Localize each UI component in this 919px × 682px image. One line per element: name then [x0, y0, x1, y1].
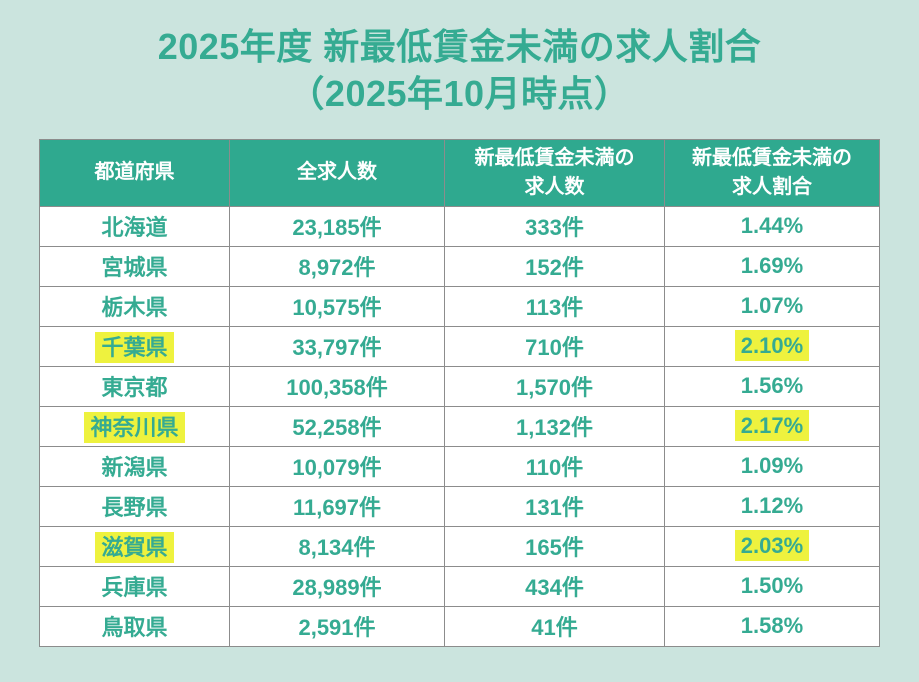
- below-minwage-count-cell: 131件: [444, 485, 665, 527]
- header-prefecture: 都道府県: [39, 138, 230, 207]
- highlight-mark: 千葉県: [95, 332, 174, 364]
- prefecture-cell: 宮城県: [39, 245, 230, 287]
- prefecture-cell: 鳥取県: [39, 605, 230, 647]
- table-row: 鳥取県 2,591件 41件 1.58%: [39, 605, 880, 647]
- prefecture-cell: 滋賀県: [39, 525, 230, 567]
- header-total-jobs: 全求人数: [229, 138, 445, 207]
- total-jobs-cell: 2,591件: [229, 605, 445, 647]
- below-minwage-count-cell: 152件: [444, 245, 665, 287]
- highlight-mark: 2.03%: [734, 530, 810, 562]
- prefecture-wage-table: 都道府県 全求人数 新最低賃金未満の 求人数 新最低賃金未満の 求人割合 北海道…: [39, 138, 880, 647]
- prefecture-cell: 長野県: [39, 485, 230, 527]
- total-jobs-cell: 33,797件: [229, 325, 445, 367]
- prefecture-cell: 兵庫県: [39, 565, 230, 607]
- prefecture-cell: 栃木県: [39, 285, 230, 327]
- highlight-mark: 2.10%: [734, 330, 810, 362]
- page-title: 2025年度 新最低賃金未満の求人割合 （2025年10月時点）: [0, 0, 919, 118]
- below-minwage-ratio-cell: 1.58%: [664, 605, 880, 647]
- table-body: 北海道 23,185件 333件 1.44% 宮城県 8,972件 152件 1.69% 栃木県…: [39, 205, 880, 647]
- table-row: 北海道 23,185件 333件 1.44%: [39, 205, 880, 247]
- total-jobs-cell: 8,134件: [229, 525, 445, 567]
- table-row: 宮城県 8,972件 152件 1.69%: [39, 245, 880, 287]
- table-header-row: 都道府県 全求人数 新最低賃金未満の 求人数 新最低賃金未満の 求人割合: [39, 138, 880, 207]
- below-minwage-ratio-cell: 2.03%: [664, 525, 880, 567]
- highlight-mark: 2.17%: [734, 410, 810, 442]
- below-minwage-count-cell: 710件: [444, 325, 665, 367]
- prefecture-cell: 新潟県: [39, 445, 230, 487]
- table-row: 兵庫県 28,989件 434件 1.50%: [39, 565, 880, 607]
- title-line-1: 2025年度 新最低賃金未満の求人割合: [157, 26, 762, 67]
- table-row: 東京都 100,358件 1,570件 1.56%: [39, 365, 880, 407]
- total-jobs-cell: 28,989件: [229, 565, 445, 607]
- table-row: 栃木県 10,575件 113件 1.07%: [39, 285, 880, 327]
- table-row: 滋賀県 8,134件 165件 2.03%: [39, 525, 880, 567]
- table-row: 新潟県 10,079件 110件 1.09%: [39, 445, 880, 487]
- total-jobs-cell: 52,258件: [229, 405, 445, 447]
- below-minwage-count-cell: 434件: [444, 565, 665, 607]
- prefecture-cell: 北海道: [39, 205, 230, 247]
- below-minwage-count-cell: 165件: [444, 525, 665, 567]
- header-below-minwage-ratio: 新最低賃金未満の 求人割合: [664, 138, 880, 207]
- table-row: 神奈川県 52,258件 1,132件 2.17%: [39, 405, 880, 447]
- below-minwage-count-cell: 110件: [444, 445, 665, 487]
- total-jobs-cell: 10,575件: [229, 285, 445, 327]
- infographic-page: 2025年度 新最低賃金未満の求人割合 （2025年10月時点） 都道府県 全求人…: [0, 0, 919, 647]
- prefecture-cell: 東京都: [39, 365, 230, 407]
- below-minwage-count-cell: 41件: [444, 605, 665, 647]
- prefecture-cell: 千葉県: [39, 325, 230, 367]
- below-minwage-count-cell: 333件: [444, 205, 665, 247]
- below-minwage-ratio-cell: 1.09%: [664, 445, 880, 487]
- below-minwage-ratio-cell: 2.17%: [664, 405, 880, 447]
- below-minwage-ratio-cell: 1.50%: [664, 565, 880, 607]
- title-line-2: （2025年10月時点）: [288, 72, 631, 114]
- below-minwage-count-cell: 1,132件: [444, 405, 665, 447]
- below-minwage-ratio-cell: 1.12%: [664, 485, 880, 527]
- highlight-mark: 滋賀県: [95, 532, 174, 564]
- total-jobs-cell: 23,185件: [229, 205, 445, 247]
- table-row: 長野県 11,697件 131件 1.12%: [39, 485, 880, 527]
- below-minwage-count-cell: 113件: [444, 285, 665, 327]
- table-row: 千葉県 33,797件 710件 2.10%: [39, 325, 880, 367]
- below-minwage-ratio-cell: 2.10%: [664, 325, 880, 367]
- below-minwage-ratio-cell: 1.44%: [664, 205, 880, 247]
- total-jobs-cell: 8,972件: [229, 245, 445, 287]
- below-minwage-ratio-cell: 1.69%: [664, 245, 880, 287]
- total-jobs-cell: 100,358件: [229, 365, 445, 407]
- highlight-mark: 神奈川県: [84, 412, 185, 444]
- below-minwage-count-cell: 1,570件: [444, 365, 665, 407]
- total-jobs-cell: 10,079件: [229, 445, 445, 487]
- total-jobs-cell: 11,697件: [229, 485, 445, 527]
- below-minwage-ratio-cell: 1.56%: [664, 365, 880, 407]
- below-minwage-ratio-cell: 1.07%: [664, 285, 880, 327]
- header-below-minwage-count: 新最低賃金未満の 求人数: [444, 138, 665, 207]
- prefecture-cell: 神奈川県: [39, 405, 230, 447]
